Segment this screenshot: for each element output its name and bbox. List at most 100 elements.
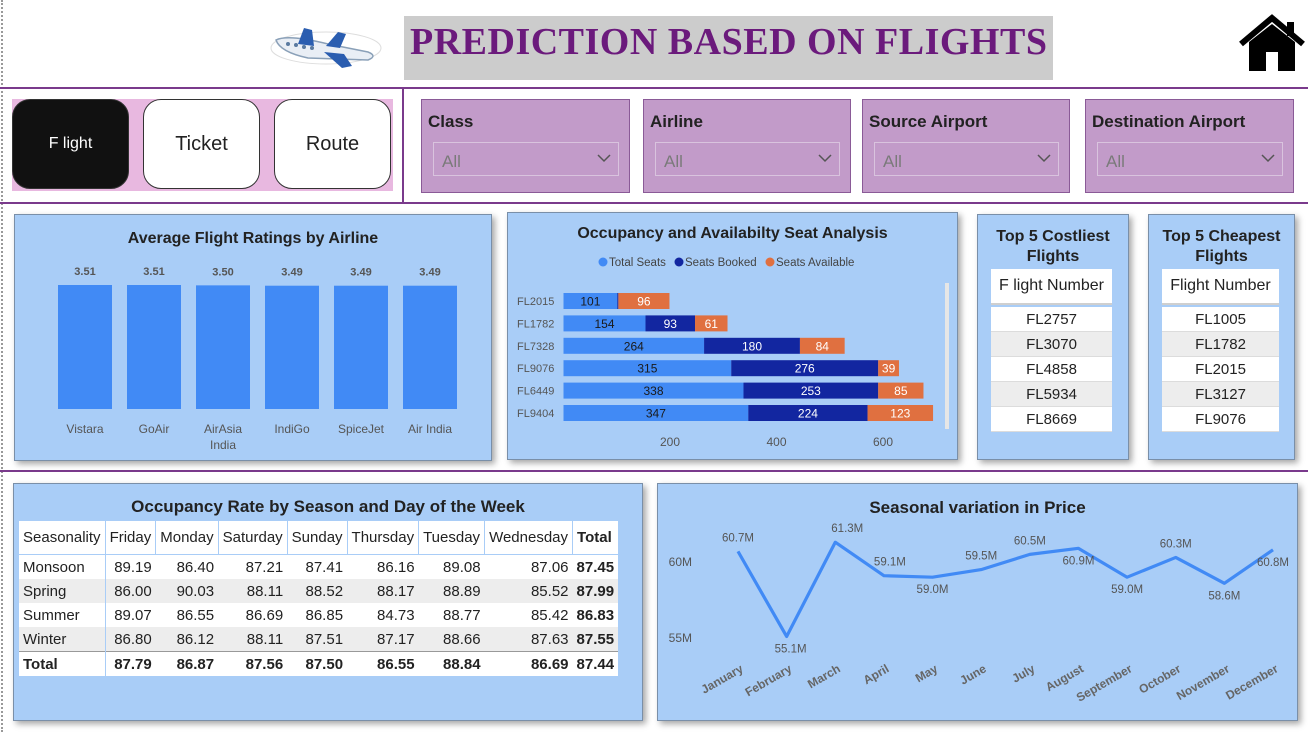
legend-label[interactable]: Seats Available [776, 257, 854, 269]
home-icon[interactable] [1237, 14, 1307, 74]
stacked-bar-segment[interactable] [748, 405, 868, 421]
rating-data-label: 3.51 [143, 266, 164, 278]
table-cell: 86.55 [176, 606, 215, 624]
airline-select[interactable]: All [655, 142, 840, 176]
table-cell: 88.11 [218, 627, 288, 652]
ticket-nav-button[interactable]: Ticket [143, 99, 260, 189]
table-cell: 87.79 [104, 651, 156, 676]
stacked-bar-segment[interactable] [563, 315, 646, 332]
stacked-bar-segment[interactable] [878, 382, 924, 399]
stacked-bar-segment[interactable] [563, 360, 732, 377]
table-cell: FL2757 [991, 307, 1112, 332]
rating-bar[interactable] [58, 285, 112, 409]
rating-category-label: Vistara [66, 422, 103, 436]
x-tick-label: March [805, 661, 843, 691]
bar-data-label: 93 [664, 317, 678, 331]
stacked-bar-segment[interactable] [695, 315, 728, 332]
rating-category-label: SpiceJet [338, 422, 385, 436]
divider [0, 202, 1308, 204]
rating-data-label: 3.49 [350, 267, 371, 279]
rating-bar[interactable] [403, 285, 457, 409]
occupancy-rate-table: Seasonality Friday Monday Saturday Sunda… [19, 521, 619, 676]
table-cell: 87.21 [245, 558, 284, 576]
class-select[interactable]: All [433, 142, 619, 176]
column-header: Wednesday [484, 521, 573, 555]
flight-nav-button[interactable]: F light [12, 99, 129, 189]
route-nav-button[interactable]: Route [274, 99, 391, 189]
price-chart: 60M 55M 60.7M January 55.1M February 61.3M Marc… [669, 523, 1289, 704]
stacked-bar-segment[interactable] [799, 337, 845, 354]
stacked-bar-segment[interactable] [617, 293, 619, 309]
x-tick-label: December [1223, 661, 1281, 702]
chart-scrollbar[interactable] [945, 283, 949, 429]
rating-bar[interactable] [265, 285, 319, 409]
table-cell: 86.16 [377, 558, 415, 576]
price-chart-panel: Seasonal variation in Price 60M 55M 60.7M J… [657, 483, 1298, 721]
table-cell: 86.40 [176, 558, 215, 576]
table-cell: 86.87 [155, 651, 219, 676]
x-tick-label: January [699, 661, 746, 696]
nav-button-group: F light Ticket Route [12, 99, 393, 191]
table-cell: 86.85 [305, 606, 344, 624]
legend-label[interactable]: Total Seats [609, 257, 666, 269]
table-cell: 85.42 [530, 606, 569, 624]
stacked-bar-segment[interactable] [704, 337, 800, 354]
destination-airport-select-value: All [1106, 152, 1125, 171]
table-cell: 86.55 [347, 651, 419, 676]
table-row: Summer 89.07 86.55 86.69 86.85 84.73 88.77 85.4… [19, 603, 618, 627]
table-cell: Spring [19, 579, 106, 603]
bar-data-label: 39 [882, 362, 896, 376]
price-chart-title: Seasonal variation in Price [869, 498, 1086, 517]
table-cell: 86.69 [245, 606, 284, 624]
table-cell: 87.51 [287, 627, 348, 652]
stacked-bar-segment[interactable] [645, 315, 696, 332]
costliest-flights-title: Top 5 Costliest Flights [996, 228, 1110, 265]
bar-data-label: 224 [798, 407, 818, 421]
stacked-bar-segment[interactable] [618, 293, 670, 309]
price-data-label: 59.5M [965, 551, 997, 563]
cheapest-flights-header: Flight Number [1162, 269, 1279, 305]
source-airport-select[interactable]: All [874, 142, 1059, 176]
table-cell: 87.50 [287, 651, 348, 676]
stacked-bar-segment[interactable] [563, 337, 705, 354]
table-cell: Monsoon [23, 558, 85, 576]
stacked-bar-segment[interactable] [743, 382, 879, 399]
price-data-label: 59.1M [874, 557, 906, 569]
airplane-icon [270, 28, 382, 68]
occupancy-chart-panel: Occupancy and Availabilty Seat Analysis … [507, 212, 958, 460]
class-select-value: All [442, 152, 461, 171]
table-cell: 87.55 [572, 627, 619, 652]
stacked-bar-segment[interactable] [563, 405, 749, 421]
chevron-down-icon [1037, 154, 1051, 163]
destination-airport-select[interactable]: All [1097, 142, 1283, 176]
price-data-label: 60.7M [722, 532, 754, 544]
column-header: Total [572, 521, 619, 555]
legend-label[interactable]: Seats Booked [685, 257, 757, 269]
table-cell: Winter [19, 627, 106, 652]
table-cell: FL8669 [991, 407, 1112, 432]
stacked-bar-segment[interactable] [563, 382, 744, 399]
table-cell: FL2015 [1162, 357, 1279, 382]
stacked-bar-segment[interactable] [563, 293, 618, 309]
rating-bar[interactable] [127, 285, 181, 409]
table-row: Winter 86.80 86.12 88.11 87.51 87.17 88.66 87.6… [19, 627, 619, 652]
rating-bar[interactable] [334, 285, 388, 409]
x-tick-label: February [743, 661, 795, 699]
table-cell: 84.73 [377, 606, 415, 624]
destination-airport-filter: Destination Airport All [1085, 99, 1294, 193]
table-row: Spring 86.00 90.03 88.11 88.52 88.17 88.89 85.5… [19, 579, 619, 603]
costliest-flights-panel: Top 5 Costliest Flights F light Number F… [977, 214, 1129, 460]
table-cell: FL3070 [991, 332, 1112, 357]
rating-bar[interactable] [196, 285, 250, 409]
category-label: FL9076 [517, 363, 554, 375]
table-cell: 88.17 [347, 579, 419, 603]
stacked-bar-segment[interactable] [878, 360, 899, 377]
stacked-bar-segment[interactable] [867, 405, 934, 421]
table-cell: 85.52 [484, 579, 573, 603]
ratings-chart: 3.51 Vistara 3.51 GoAir 3.50 AirAsia India 3.49… [58, 266, 457, 452]
stacked-bar-segment[interactable] [731, 360, 879, 377]
price-line[interactable] [736, 540, 1274, 639]
category-label: FL6449 [517, 386, 554, 398]
title-bar [404, 16, 1053, 80]
divider [0, 470, 1308, 472]
